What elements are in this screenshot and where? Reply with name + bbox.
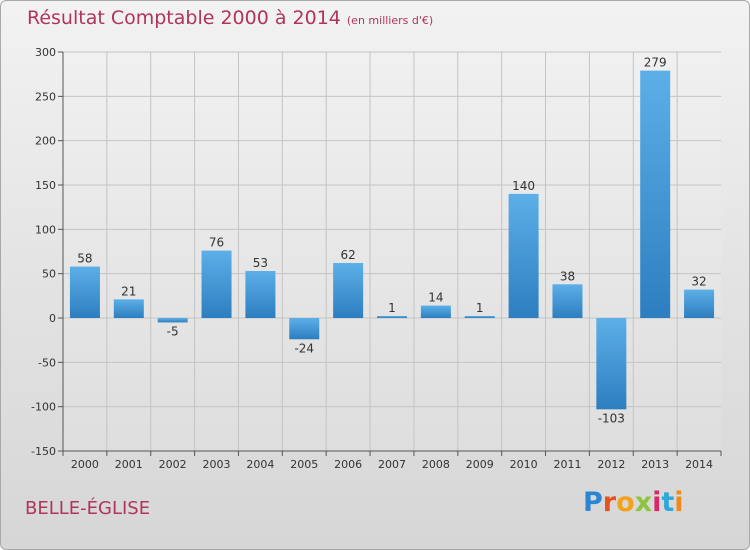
bar xyxy=(377,316,407,318)
y-tick-label: 300 xyxy=(35,46,56,59)
bar xyxy=(157,318,188,323)
data-label: 32 xyxy=(691,275,706,289)
bar xyxy=(289,318,320,340)
bar xyxy=(333,263,364,318)
x-tick-label: 2014 xyxy=(685,458,713,471)
data-label: 76 xyxy=(209,236,224,250)
x-tick-label: 2010 xyxy=(510,458,538,471)
data-label: 38 xyxy=(560,269,575,283)
chart-title-text: Résultat Comptable 2000 à 2014 xyxy=(27,7,341,29)
data-label: -103 xyxy=(598,411,625,425)
x-tick-label: 2009 xyxy=(466,458,494,471)
data-label: 140 xyxy=(512,179,535,193)
data-label: 279 xyxy=(644,56,667,70)
bar xyxy=(420,305,451,318)
bar xyxy=(201,250,232,318)
data-label: 53 xyxy=(253,256,268,270)
x-tick-label: 2001 xyxy=(115,458,143,471)
x-tick-label: 2008 xyxy=(422,458,450,471)
brand-letter: t xyxy=(661,487,675,518)
x-tick-label: 2005 xyxy=(290,458,318,471)
x-tick-label: 2012 xyxy=(597,458,625,471)
y-tick-label: 100 xyxy=(35,223,56,236)
y-tick-label: 50 xyxy=(42,268,56,281)
bar xyxy=(640,70,671,319)
brand-logo: Proxiti xyxy=(583,487,684,518)
bar xyxy=(464,316,495,318)
data-label: 1 xyxy=(476,301,484,315)
y-tick-label: -50 xyxy=(38,356,56,369)
y-tick-label: -150 xyxy=(31,445,56,458)
bar xyxy=(684,289,715,318)
brand-letter: P xyxy=(583,487,603,518)
chart-unit: (en milliers d'€) xyxy=(346,14,434,27)
y-tick-label: -100 xyxy=(31,401,56,414)
data-label: -5 xyxy=(167,324,179,338)
data-label: -24 xyxy=(294,341,314,355)
x-tick-label: 2000 xyxy=(71,458,99,471)
x-tick-label: 2013 xyxy=(641,458,669,471)
x-tick-label: 2003 xyxy=(203,458,231,471)
bar xyxy=(508,193,539,318)
data-label: 1 xyxy=(388,301,396,315)
x-tick-label: 2006 xyxy=(334,458,362,471)
bar xyxy=(245,271,276,318)
bar xyxy=(552,284,583,318)
y-tick-label: 150 xyxy=(35,179,56,192)
chart-title: Résultat Comptable 2000 à 2014 (en millie… xyxy=(27,7,433,29)
brand-letter: r xyxy=(602,487,617,518)
bar xyxy=(113,299,144,318)
y-tick-label: 200 xyxy=(35,135,56,148)
x-tick-label: 2002 xyxy=(159,458,187,471)
y-tick-label: 0 xyxy=(49,312,56,325)
bar xyxy=(596,318,627,410)
location-label: BELLE-ÉGLISE xyxy=(25,498,151,519)
data-label: 62 xyxy=(340,248,355,262)
x-tick-label: 2007 xyxy=(378,458,406,471)
x-tick-label: 2011 xyxy=(553,458,581,471)
brand-letter: o xyxy=(616,487,635,518)
data-label: 21 xyxy=(121,284,136,298)
brand-letter: i xyxy=(674,487,684,518)
brand-letter: i xyxy=(652,487,662,518)
x-tick-label: 2004 xyxy=(246,458,274,471)
data-label: 14 xyxy=(428,291,443,305)
y-tick-label: 250 xyxy=(35,90,56,103)
bar xyxy=(69,266,100,318)
brand-letter: x xyxy=(634,487,653,518)
data-label: 58 xyxy=(77,252,92,266)
